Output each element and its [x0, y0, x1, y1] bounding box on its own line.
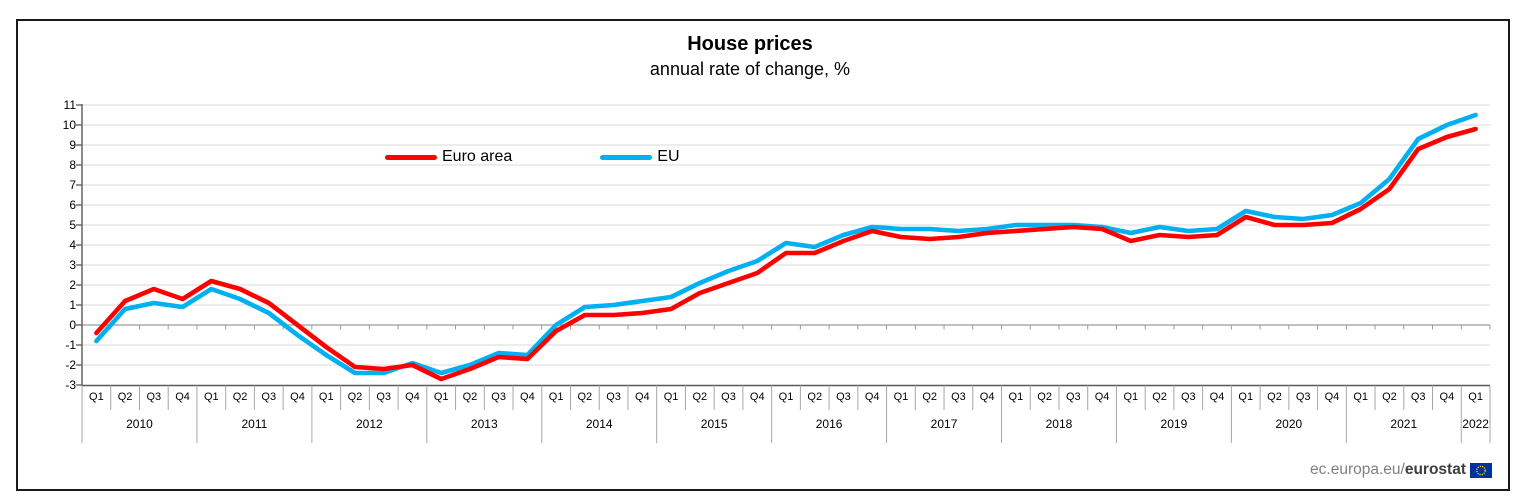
x-tick-label: Q4	[864, 391, 880, 403]
x-tick-label: Q4	[749, 391, 765, 403]
y-tick-label: 11	[63, 98, 76, 112]
y-tick-label: 2	[69, 278, 76, 292]
x-tick-label: Q1	[89, 391, 104, 403]
y-tick-label: 8	[69, 158, 76, 172]
x-tick-label: Q4	[520, 391, 535, 403]
y-tick-label: 6	[69, 198, 76, 212]
footer-url-eurostat: eurostat	[1404, 461, 1466, 478]
x-tick-label: Q4	[1209, 391, 1225, 403]
line-euro-area	[94, 126, 1478, 382]
x-tick-label: Q4	[979, 391, 995, 403]
y-tick-label: 3	[69, 258, 76, 272]
year-label: 2020	[1275, 417, 1303, 431]
eu-line-swatch	[600, 154, 653, 160]
x-tick-label: Q2	[1152, 391, 1167, 403]
footer-credit: ec.europa.eu/eurostat	[1310, 461, 1492, 479]
x-tick-label: Q4	[1324, 391, 1340, 403]
x-tick-label: Q3	[491, 391, 506, 403]
y-tick-label: 0	[69, 318, 76, 332]
x-tick-label: Q3	[836, 391, 851, 403]
x-tick-label: Q4	[1439, 391, 1455, 403]
legend-item-euro-area: Euro area	[385, 146, 512, 168]
x-tick-label: Q2	[1382, 391, 1397, 403]
y-tick-label: -3	[65, 378, 76, 392]
x-tick-label: Q1	[548, 391, 564, 403]
x-tick-label: Q3	[261, 391, 277, 403]
x-tick-label: Q2	[577, 391, 593, 403]
x-tick-label: Q4	[634, 391, 650, 403]
x-tick-label: Q2	[232, 391, 248, 403]
footer-url-prefix: ec.europa.eu/	[1310, 461, 1405, 478]
x-tick-label: Q1	[1123, 391, 1139, 403]
x-tick-label: Q1	[318, 391, 334, 403]
x-tick-label: Q1	[1238, 391, 1254, 403]
x-tick-label: Q4	[1094, 391, 1110, 403]
year-label: 2015	[700, 417, 728, 431]
gridlines	[82, 104, 1490, 366]
x-tick-label: Q2	[692, 391, 708, 403]
year-label: 2017	[930, 417, 958, 431]
eu-flag-icon	[1470, 462, 1492, 478]
y-tick-label: 4	[69, 238, 76, 252]
axes	[76, 104, 1490, 387]
x-tick-label: Q2	[1267, 391, 1282, 403]
y-tick-label: 1	[69, 298, 76, 312]
legend: Euro area EU	[385, 146, 680, 168]
x-tick-label: Q1	[203, 391, 219, 403]
x-tick-label: Q1	[1468, 391, 1483, 403]
x-tick-label: Q4	[175, 391, 190, 403]
chart-subtitle: annual rate of change, %	[649, 59, 851, 79]
y-tick-label: 7	[69, 178, 76, 192]
year-label: 2012	[355, 417, 383, 431]
y-tick-label: 10	[62, 118, 76, 132]
x-tick-label: Q3	[376, 391, 392, 403]
year-label: 2014	[585, 417, 613, 431]
x-tick-label: Q4	[405, 391, 420, 403]
x-tick-label: Q2	[347, 391, 363, 403]
x-tick-label: Q1	[893, 391, 909, 403]
x-tick-label: Q3	[606, 391, 621, 403]
x-tick-label: Q1	[663, 391, 679, 403]
year-label: 2019	[1160, 417, 1188, 431]
x-tick-label: Q3	[1410, 391, 1426, 403]
line-eu	[94, 112, 1478, 376]
legend-label-eu: EU	[657, 148, 680, 165]
year-label: 2013	[470, 417, 498, 431]
series-eu	[94, 112, 1478, 376]
year-label: 2018	[1045, 417, 1073, 431]
x-tick-label: Q4	[290, 391, 305, 403]
x-tick-label: Q2	[1037, 391, 1052, 403]
series-euro-area	[94, 126, 1478, 382]
y-tick-label: 9	[69, 138, 76, 152]
euro-area-line-swatch	[385, 154, 437, 160]
y-tick-label: 5	[69, 218, 76, 232]
x-tick-label: Q1	[1353, 391, 1369, 403]
year-label: 2011	[241, 417, 268, 431]
x-tick-label: Q3	[1066, 391, 1081, 403]
x-tick-label: Q3	[1180, 391, 1196, 403]
x-tick-label: Q3	[951, 391, 966, 403]
year-label: 2016	[815, 417, 843, 431]
x-tick-label: Q1	[433, 391, 449, 403]
x-tick-label: Q1	[1008, 391, 1024, 403]
y-tick-label: -1	[65, 338, 76, 352]
year-label: 2022	[1462, 417, 1489, 431]
legend-item-eu: EU	[600, 146, 680, 168]
x-tick-label: Q3	[721, 391, 736, 403]
page-title: House prices	[687, 33, 813, 55]
y-tick-label: -2	[65, 358, 76, 372]
x-tick-label: Q2	[922, 391, 938, 403]
x-tick-label: Q2	[117, 391, 133, 403]
x-tick-label: Q1	[778, 391, 794, 403]
x-tick-label: Q2	[462, 391, 478, 403]
category-separators	[81, 385, 1491, 443]
x-tick-label: Q3	[1295, 391, 1311, 403]
x-tick-label: Q2	[807, 391, 823, 403]
legend-label-euro-area: Euro area	[442, 148, 513, 165]
x-tick-label: Q3	[146, 391, 162, 403]
year-label: 2010	[126, 417, 153, 431]
year-label: 2021	[1390, 417, 1418, 431]
